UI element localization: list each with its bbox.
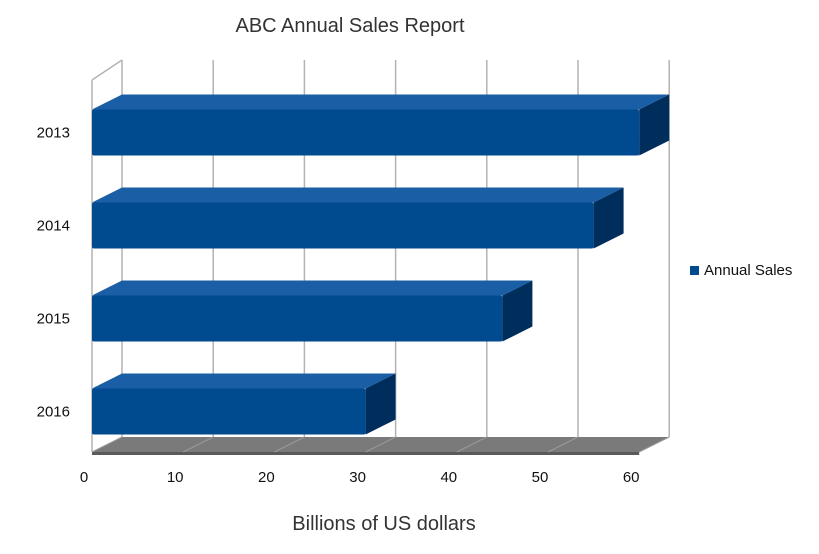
x-tick-label: 60 bbox=[623, 469, 640, 486]
x-tick-label: 40 bbox=[440, 469, 457, 486]
x-tick-label: 0 bbox=[80, 469, 88, 486]
bar-side bbox=[502, 280, 533, 342]
bars bbox=[92, 94, 670, 435]
bar-front bbox=[92, 388, 366, 435]
legend-label: Annual Sales bbox=[704, 262, 792, 279]
bar-side bbox=[639, 94, 670, 156]
wall-edge bbox=[91, 59, 123, 81]
x-tick-label: 30 bbox=[349, 469, 366, 486]
y-tick-label: 2014 bbox=[37, 218, 70, 235]
bar-2016 bbox=[92, 373, 396, 435]
y-tick-label: 2013 bbox=[37, 125, 70, 142]
y-tick-labels: 2013 2014 2015 2016 bbox=[37, 125, 70, 421]
bar-2015 bbox=[92, 280, 533, 342]
bar-front bbox=[92, 109, 640, 156]
floor-edge bbox=[92, 452, 640, 455]
legend: Annual Sales bbox=[690, 262, 792, 279]
bar-side bbox=[365, 373, 396, 435]
floor-gridline bbox=[547, 436, 579, 453]
legend-swatch bbox=[690, 266, 699, 275]
bar-front bbox=[92, 202, 594, 249]
bar-side bbox=[593, 187, 624, 249]
x-tick-labels: 0 10 20 30 40 50 60 bbox=[80, 469, 640, 486]
floor-gridline bbox=[274, 436, 305, 453]
bar-2014 bbox=[92, 187, 624, 249]
bar-2013 bbox=[92, 94, 670, 156]
chart-title: ABC Annual Sales Report bbox=[235, 15, 464, 37]
bar-top bbox=[92, 94, 670, 110]
chart-floor bbox=[91, 436, 670, 455]
y-tick-label: 2016 bbox=[37, 404, 70, 421]
bar-top bbox=[92, 373, 396, 389]
y-tick-label: 2015 bbox=[37, 311, 70, 328]
x-tick-label: 50 bbox=[532, 469, 549, 486]
floor-gridline bbox=[91, 436, 123, 453]
floor-gridline bbox=[182, 436, 214, 453]
floor-gridline bbox=[456, 436, 488, 453]
floor-gridline bbox=[365, 436, 396, 453]
floor-gridline bbox=[638, 436, 670, 453]
bar-front bbox=[92, 295, 503, 342]
x-axis-label: Billions of US dollars bbox=[292, 513, 475, 535]
x-tick-label: 10 bbox=[167, 469, 184, 486]
bar-top bbox=[92, 280, 533, 296]
bar-top bbox=[92, 187, 624, 203]
x-tick-label: 20 bbox=[258, 469, 275, 486]
